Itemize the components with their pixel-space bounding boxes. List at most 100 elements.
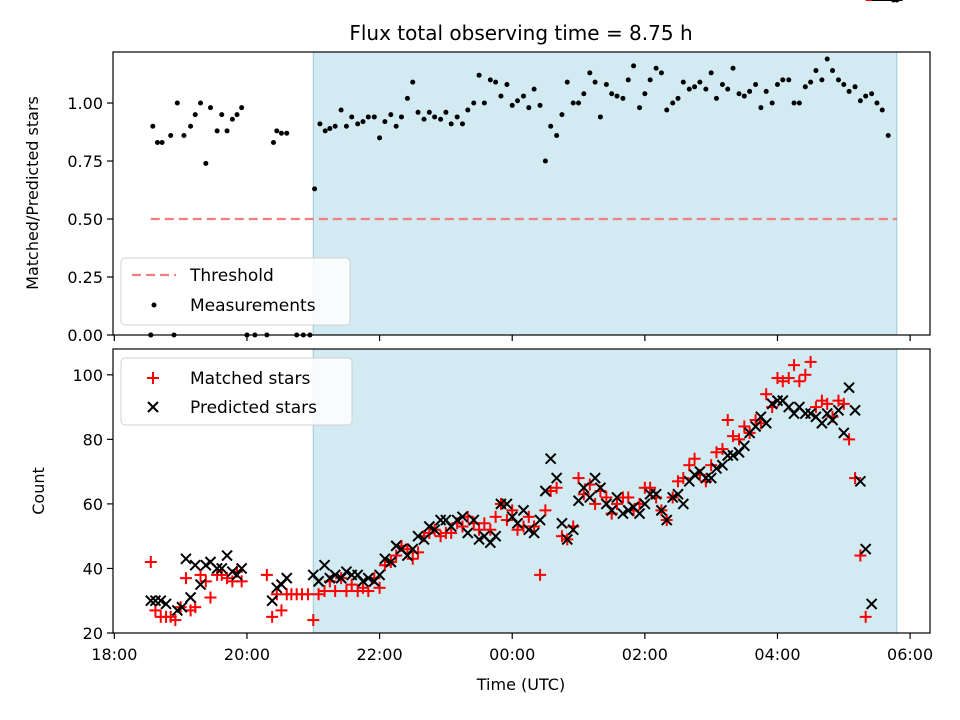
y-tick-label: 100	[72, 366, 103, 385]
x-tick-label: 20:00	[224, 645, 270, 664]
predicted-star-marker	[584, 491, 596, 504]
matched-star-marker	[275, 604, 288, 617]
measurement-point	[592, 79, 598, 85]
measurement-point	[846, 88, 852, 94]
matched-star-marker	[373, 581, 386, 594]
measurement-point	[515, 98, 521, 104]
measurement-point	[531, 86, 537, 92]
predicted-star-marker	[517, 504, 530, 517]
predicted-star-marker	[281, 572, 293, 584]
measurement-point	[360, 119, 366, 125]
measurement-point	[576, 100, 582, 106]
matched-star-marker	[716, 443, 729, 456]
measurement-point	[686, 86, 692, 92]
measurement-point	[786, 77, 792, 83]
predicted-star-marker	[489, 530, 502, 542]
measurement-point	[824, 56, 830, 62]
bottom-y-axis: 20 40 60 80 100	[72, 366, 113, 643]
measurement-point	[349, 114, 355, 120]
predicted-star-marker	[340, 565, 353, 578]
measurement-point	[614, 93, 620, 99]
predicted-star-marker	[266, 595, 278, 607]
predicted-star-marker	[738, 440, 751, 452]
measurement-point	[388, 112, 394, 118]
measurement-point	[520, 93, 526, 99]
measurement-point	[214, 128, 220, 134]
measurement-point	[198, 100, 204, 106]
predicted-star-marker	[594, 482, 607, 494]
predicted-star-marker	[622, 504, 634, 517]
matched-star-marker	[506, 504, 519, 517]
measurement-point	[863, 93, 869, 99]
measurement-point	[398, 114, 404, 120]
predicted-star-marker	[589, 472, 601, 484]
matched-star-marker	[804, 355, 817, 368]
measurement-point	[802, 84, 808, 90]
measurement-point	[647, 77, 653, 83]
matched-star-marker	[473, 523, 486, 536]
predicted-star-marker	[605, 504, 618, 517]
measurement-point	[791, 100, 797, 106]
measurement-point	[415, 109, 421, 115]
bottom-y-axis-label: Count	[29, 467, 48, 515]
measurement-point	[747, 88, 753, 94]
predicted-star-marker	[385, 556, 397, 568]
predicted-star-marker	[705, 472, 717, 484]
legend-matched-label: Matched stars	[190, 369, 310, 389]
measurement-point	[852, 84, 858, 90]
predicted-star-marker	[357, 575, 369, 588]
predicted-star-marker	[379, 553, 391, 565]
predicted-star-marker	[843, 382, 855, 394]
matched-star-marker	[528, 520, 541, 533]
matched-star-marker	[179, 572, 192, 585]
measurement-point	[371, 114, 377, 120]
predicted-star-marker	[412, 530, 424, 542]
predicted-star-marker	[650, 488, 662, 500]
measurement-point	[719, 81, 725, 87]
measurement-point	[697, 79, 703, 85]
legend-matched-swatch	[147, 372, 159, 384]
predicted-star-marker	[312, 575, 325, 588]
top-y-axis-label: Matched/Predicted stars	[23, 96, 42, 290]
matched-star-marker	[266, 610, 279, 623]
matched-star-marker	[522, 510, 535, 523]
matched-star-marker	[539, 504, 552, 517]
predicted-star-marker	[528, 527, 540, 539]
measurement-point	[741, 93, 747, 99]
matched-star-marker	[301, 588, 314, 601]
matched-star-marker	[500, 514, 513, 527]
measurement-point	[869, 91, 875, 97]
measurement-point	[758, 105, 764, 111]
measurement-point	[421, 116, 427, 122]
measurement-point	[174, 100, 180, 106]
top-x-ticks	[113, 335, 911, 341]
measurement-point	[270, 139, 276, 145]
matched-star-marker	[406, 552, 419, 565]
measurement-point	[278, 130, 284, 136]
x-tick-label: 04:00	[754, 645, 800, 664]
measurement-point	[713, 95, 719, 101]
x-tick-label: 02:00	[622, 645, 668, 664]
x-tick-label: 22:00	[357, 645, 403, 664]
measurement-point	[382, 119, 388, 125]
matched-star-marker	[843, 433, 856, 446]
matched-star-marker	[782, 372, 795, 385]
predicted-star-marker	[655, 504, 668, 517]
measurement-point	[154, 139, 160, 145]
y-tick-label: 0.75	[67, 152, 103, 171]
measurement-point	[426, 109, 432, 115]
measurement-point	[393, 123, 399, 129]
predicted-star-marker	[859, 543, 872, 555]
measurement-point	[753, 81, 759, 87]
measurement-point	[476, 72, 482, 78]
matched-star-marker	[534, 568, 547, 581]
bottom-x-axis: 18:00 20:00 22:00 00:00 02:00 04:00 06:00	[91, 633, 933, 664]
predicted-star-marker	[716, 459, 729, 471]
predicted-star-marker	[567, 524, 579, 536]
measurement-point	[548, 123, 554, 129]
measurement-point	[769, 100, 775, 106]
predicted-star-marker	[501, 498, 513, 510]
predicted-star-marker	[816, 417, 828, 429]
matched-star-marker	[821, 397, 834, 410]
